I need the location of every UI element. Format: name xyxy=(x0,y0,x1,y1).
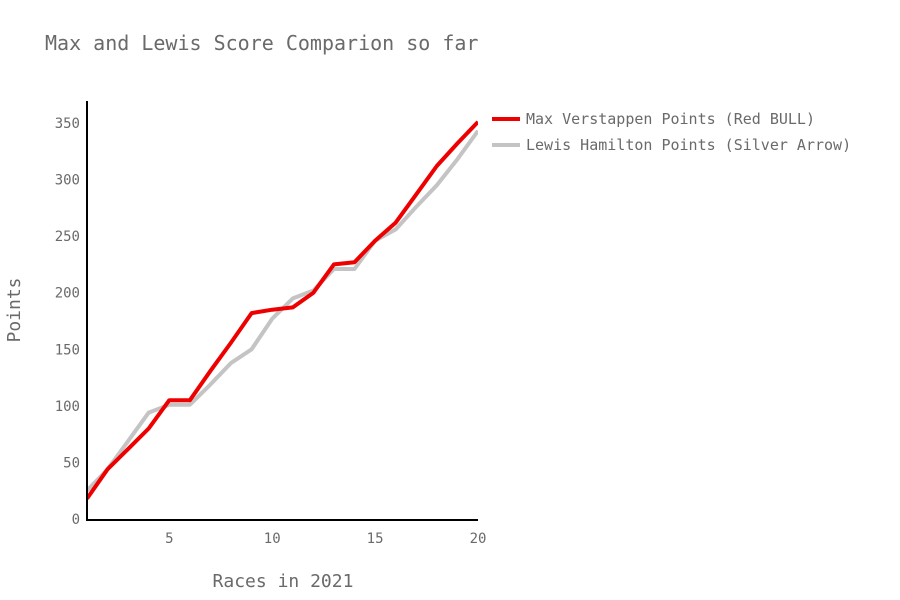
y-tick-label: 300 xyxy=(55,173,80,189)
y-tick-label: 0 xyxy=(72,512,80,528)
series-line-lewis-hamilton xyxy=(87,129,478,493)
y-tick-label: 200 xyxy=(55,286,80,302)
series-line-max-verstappen xyxy=(87,120,478,500)
y-tick-label: 100 xyxy=(55,399,80,415)
x-tick-labels: 5 10 15 20 xyxy=(165,531,486,547)
x-tick-label: 5 xyxy=(165,531,173,547)
x-tick-label: 20 xyxy=(470,531,487,547)
x-tick-label: 10 xyxy=(264,531,281,547)
y-tick-label: 150 xyxy=(55,342,80,358)
x-tick-label: 15 xyxy=(367,531,384,547)
chart-title: Max and Lewis Score Comparion so far xyxy=(45,31,478,55)
series-layer xyxy=(87,120,478,500)
y-tick-label: 350 xyxy=(55,116,80,132)
y-tick-labels: 0 50 100 150 200 250 300 350 xyxy=(55,116,80,528)
y-tick-label: 250 xyxy=(55,229,80,245)
y-tick-label: 50 xyxy=(63,455,80,471)
x-axis-title: Races in 2021 xyxy=(213,571,354,592)
y-axis-title: Points xyxy=(4,277,25,342)
legend: Max Verstappen Points (Red BULL) Lewis Ha… xyxy=(492,110,851,154)
legend-label: Lewis Hamilton Points (Silver Arrow) xyxy=(526,136,851,154)
legend-label: Max Verstappen Points (Red BULL) xyxy=(526,110,815,128)
